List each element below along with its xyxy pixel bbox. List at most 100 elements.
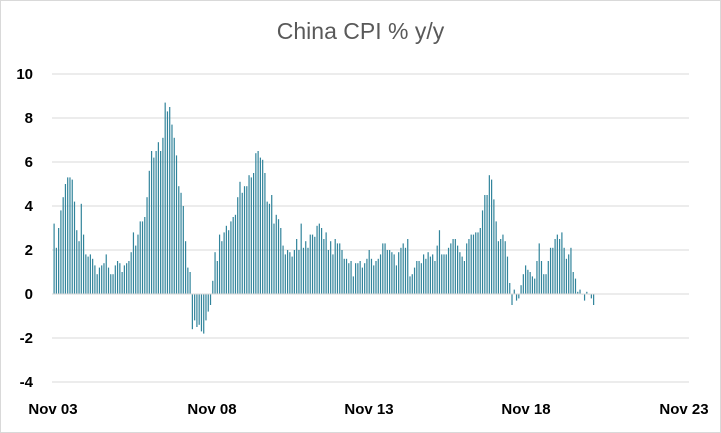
cpi-bar — [447, 247, 450, 294]
cpi-bar — [314, 236, 316, 294]
cpi-bar — [540, 261, 543, 294]
cpi-bar — [590, 294, 592, 299]
cpi-bar — [307, 247, 309, 294]
cpi-bar — [64, 184, 67, 294]
cpi-bar — [234, 214, 237, 294]
cpi-bar — [538, 243, 540, 294]
cpi-bar — [126, 263, 128, 294]
x-tick-label: Nov 13 — [344, 401, 393, 418]
cpi-bar — [305, 241, 307, 294]
cpi-bar — [144, 217, 146, 294]
cpi-bar — [268, 203, 271, 294]
cpi-bar — [130, 252, 132, 294]
cpi-bar — [266, 201, 268, 294]
cpi-bar — [477, 232, 479, 294]
cpi-bar — [114, 265, 116, 294]
cpi-bar — [150, 151, 153, 294]
cpi-bar — [284, 254, 286, 294]
cpi-bar — [255, 153, 257, 294]
cpi-bar — [384, 243, 386, 294]
cpi-bar — [461, 256, 463, 294]
chart-title: China CPI % y/y — [276, 18, 445, 44]
cpi-bar — [513, 289, 515, 294]
cpi-bar — [359, 261, 361, 294]
cpi-bar — [452, 239, 454, 294]
cpi-bar — [409, 276, 411, 294]
cpi-bar — [243, 186, 246, 294]
cpi-bar — [309, 234, 311, 294]
cpi-bar — [296, 239, 298, 294]
x-tick-label: Nov 03 — [28, 401, 77, 418]
cpi-bar — [443, 254, 445, 294]
cpi-bar — [389, 250, 391, 294]
cpi-bar — [325, 232, 327, 294]
cpi-bar — [402, 243, 404, 294]
cpi-bar — [497, 241, 500, 294]
cpi-bar — [146, 197, 148, 294]
cpi-bar — [423, 254, 425, 294]
cpi-bar — [391, 252, 393, 294]
cpi-bar — [318, 223, 320, 294]
cpi-bar — [493, 199, 495, 294]
cpi-bar — [370, 258, 373, 294]
cpi-bar — [275, 214, 277, 294]
cpi-bar — [105, 254, 107, 294]
cpi-bar — [139, 221, 141, 294]
cpi-bar — [522, 274, 524, 294]
cpi-bar — [257, 151, 259, 294]
cpi-bar — [230, 221, 232, 294]
cpi-bar — [67, 177, 69, 294]
cpi-bar — [282, 245, 284, 294]
cpi-bar — [191, 294, 193, 330]
cpi-bar — [203, 294, 205, 334]
cpi-bar — [58, 228, 60, 294]
cpi-bar — [395, 265, 397, 294]
cpi-bar — [218, 234, 221, 294]
y-tick-label: 0 — [25, 286, 33, 303]
y-tick-label: 4 — [25, 198, 34, 215]
cpi-bar — [169, 107, 171, 294]
cpi-bar — [137, 234, 139, 294]
cpi-bar — [162, 137, 164, 294]
cpi-bar — [339, 243, 341, 294]
cpi-bar — [155, 151, 157, 294]
cpi-bar — [368, 250, 370, 294]
cpi-bar — [529, 272, 531, 294]
cpi-bar — [214, 252, 216, 294]
cpi-bar — [486, 195, 488, 294]
cpi-bar — [404, 247, 407, 294]
cpi-bar — [82, 234, 85, 294]
cpi-bar — [148, 170, 150, 294]
cpi-bar — [55, 247, 57, 294]
cpi-bar — [232, 217, 234, 294]
cpi-bar — [504, 241, 506, 294]
cpi-bar — [291, 256, 293, 294]
cpi-bar — [552, 247, 554, 294]
cpi-bar — [427, 252, 429, 294]
cpi-bar — [454, 239, 456, 294]
cpi-bar — [248, 175, 250, 294]
cpi-bar — [225, 225, 227, 294]
cpi-bar — [212, 280, 214, 294]
cpi-bar — [293, 250, 295, 294]
cpi-bar — [289, 252, 291, 294]
cpi-bar — [228, 230, 230, 294]
cpi-bar — [189, 272, 191, 294]
cpi-bar — [429, 256, 432, 294]
cpi-bar — [112, 274, 114, 294]
cpi-bar — [187, 267, 189, 294]
cpi-bar — [128, 261, 130, 294]
cpi-bar — [545, 274, 547, 294]
cpi-bar — [53, 223, 55, 294]
cpi-bar — [157, 142, 159, 294]
cpi-bar — [182, 206, 184, 294]
cpi-bar — [466, 243, 468, 294]
cpi-bar — [345, 258, 348, 294]
cpi-bar — [556, 234, 558, 294]
cpi-bar — [420, 263, 422, 294]
cpi-bar — [355, 263, 357, 294]
x-tick-label: Nov 18 — [501, 401, 550, 418]
cpi-bar — [316, 225, 318, 294]
cpi-bar — [73, 201, 76, 294]
cpi-bar — [534, 278, 536, 294]
